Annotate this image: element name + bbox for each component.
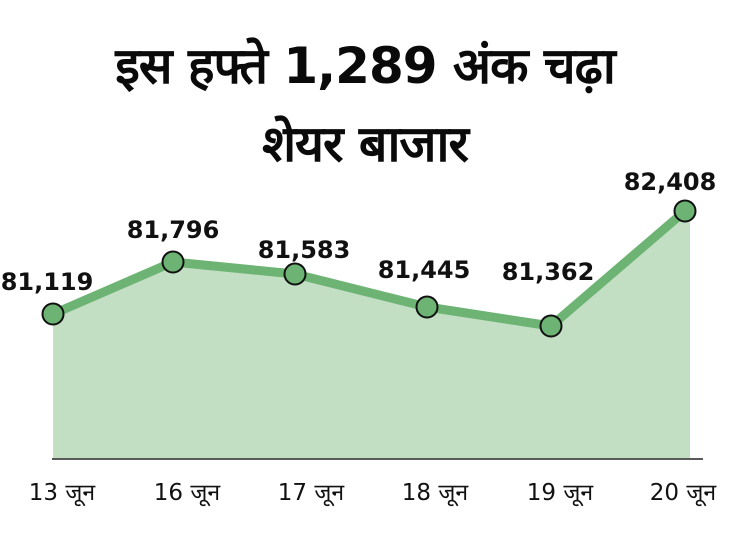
area-fill	[53, 211, 690, 458]
data-point-17	[283, 262, 307, 286]
data-line	[48, 206, 690, 331]
chart-title-line1: इस हफ्ते 1,289 अंक चढ़ा	[115, 37, 616, 95]
x-tick-label: 20 जून	[650, 480, 718, 507]
data-label: 81,445	[378, 256, 471, 284]
data-point-16	[161, 250, 185, 274]
x-tick-label: 13 जून	[29, 480, 97, 507]
data-label: 82,408	[624, 168, 717, 196]
chart-title-line2: शेयर बाजार	[262, 115, 469, 173]
data-points	[41, 199, 697, 338]
data-label: 81,583	[258, 236, 351, 264]
data-point-19	[539, 314, 563, 338]
data-label: 81,362	[502, 258, 595, 286]
data-point-18	[415, 295, 439, 319]
x-tick-label: 17 जून	[278, 480, 346, 507]
x-tick-label: 16 जून	[154, 480, 222, 507]
x-tick-label: 19 जून	[527, 480, 595, 507]
data-point-13	[41, 302, 65, 326]
data-label: 81,119	[1, 268, 94, 296]
x-axis-labels: 13 जून 16 जून 17 जून 18 जून 19 जून 20 जू…	[29, 480, 718, 507]
x-tick-label: 18 जून	[402, 480, 470, 507]
data-label: 81,796	[127, 216, 220, 244]
data-point-20	[673, 199, 697, 223]
data-labels: 81,119 81,796 81,583 81,445 81,362 82,40…	[1, 168, 717, 296]
